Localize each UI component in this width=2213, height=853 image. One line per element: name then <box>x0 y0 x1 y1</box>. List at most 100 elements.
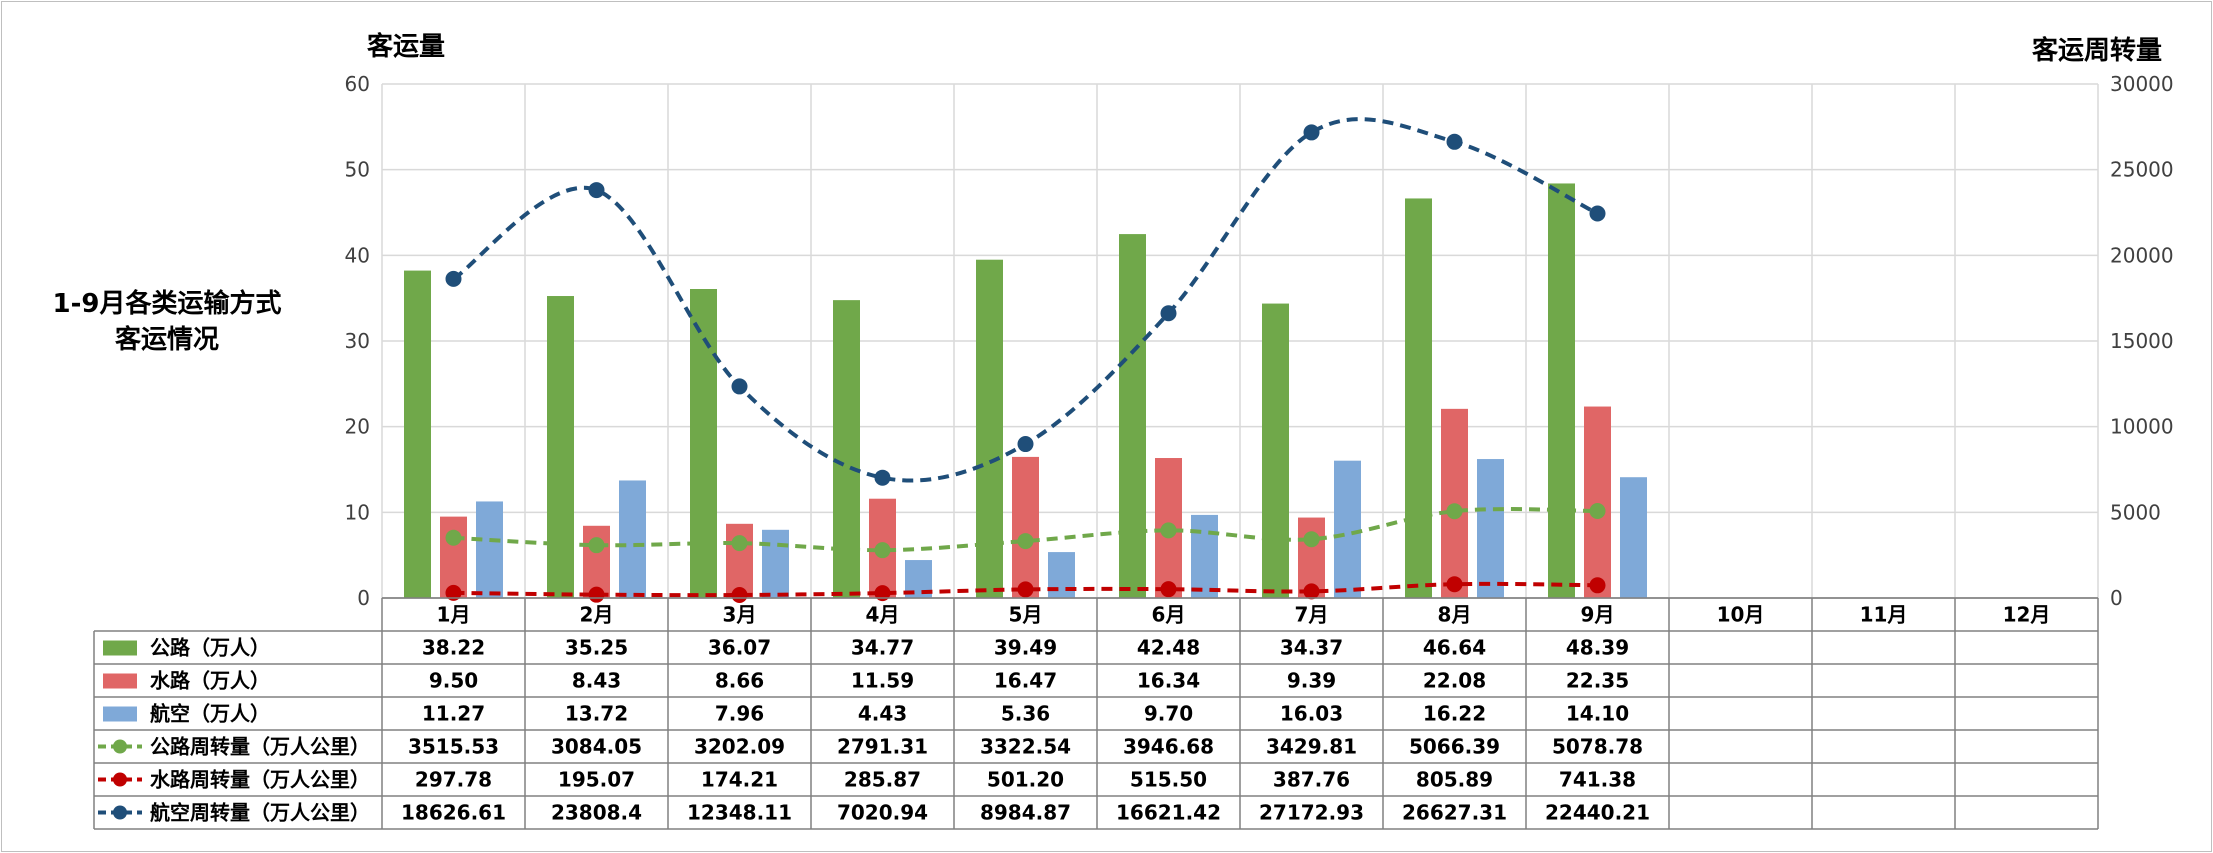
data-label: 5066.39 <box>1409 735 1500 759</box>
legend-label: 航空（万人） <box>150 702 270 726</box>
legend-marker <box>113 805 127 820</box>
data-label: 297.78 <box>415 768 492 792</box>
line-marker <box>588 182 605 199</box>
data-label: 285.87 <box>844 768 921 792</box>
line-marker <box>1589 205 1606 222</box>
data-label: 27172.93 <box>1259 801 1364 825</box>
bar <box>1334 460 1361 598</box>
x-tick-label: 6月 <box>1152 603 1186 627</box>
data-label: 8984.87 <box>980 801 1071 825</box>
data-label: 16.03 <box>1280 702 1343 726</box>
data-label: 13.72 <box>565 702 628 726</box>
data-label: 5078.78 <box>1552 735 1643 759</box>
line-marker <box>1303 124 1320 141</box>
data-label: 11.27 <box>422 702 485 726</box>
data-label: 4.43 <box>858 702 907 726</box>
line-marker <box>874 469 891 486</box>
data-label: 22.35 <box>1566 669 1629 693</box>
data-label: 9.50 <box>429 669 478 693</box>
line-marker <box>1446 133 1463 150</box>
bar <box>619 480 646 598</box>
y2-tick-label: 10000 <box>2110 415 2174 439</box>
data-label: 16621.42 <box>1116 801 1221 825</box>
data-label: 3946.68 <box>1123 735 1214 759</box>
x-tick-label: 4月 <box>866 603 900 627</box>
data-label: 8.43 <box>572 669 621 693</box>
data-label: 38.22 <box>422 636 485 660</box>
legend-swatch <box>103 673 137 689</box>
side-title-line-1: 1-9月各类运输方式 <box>53 288 282 319</box>
data-label: 7.96 <box>715 702 764 726</box>
y2-tick-label: 30000 <box>2110 72 2174 96</box>
line-marker <box>1017 581 1034 598</box>
bar <box>1620 477 1647 598</box>
y-tick-label: 20 <box>345 415 370 439</box>
x-tick-label: 2月 <box>580 603 614 627</box>
line-marker <box>1017 436 1034 453</box>
line-marker <box>588 537 605 554</box>
legend-swatch <box>103 640 137 656</box>
bar <box>547 296 574 598</box>
y-tick-label: 30 <box>345 329 370 353</box>
line-marker <box>1446 576 1463 593</box>
line-marker <box>1017 533 1034 550</box>
x-tick-label: 9月 <box>1581 603 1615 627</box>
bar <box>726 523 753 598</box>
bar <box>1548 183 1575 599</box>
data-label: 9.39 <box>1287 669 1336 693</box>
y-tick-label: 50 <box>345 158 370 182</box>
side-title-line-2: 客运情况 <box>115 324 219 355</box>
data-label: 7020.94 <box>837 801 928 825</box>
bar <box>1405 198 1432 598</box>
legend-marker <box>113 772 127 787</box>
bar <box>1119 234 1146 598</box>
data-label: 805.89 <box>1416 768 1493 792</box>
series-line <box>453 581 1598 598</box>
line-marker <box>1589 502 1606 519</box>
bar <box>976 259 1003 598</box>
data-label: 34.77 <box>851 636 914 660</box>
legend-marker <box>113 739 127 754</box>
data-label: 9.70 <box>1144 702 1193 726</box>
bar <box>1012 456 1039 598</box>
y2-tick-label: 20000 <box>2110 243 2174 267</box>
data-label: 3084.05 <box>551 735 642 759</box>
data-label: 501.20 <box>987 768 1064 792</box>
bar <box>833 300 860 598</box>
data-label: 39.49 <box>994 636 1057 660</box>
series-line <box>453 507 1598 553</box>
line-marker <box>731 587 748 604</box>
data-label: 46.64 <box>1423 636 1486 660</box>
right-axis-title: 客运周转量 <box>2032 35 2162 66</box>
bar <box>404 270 431 598</box>
data-label: 42.48 <box>1137 636 1200 660</box>
data-label: 16.34 <box>1137 669 1200 693</box>
line-marker <box>1303 583 1320 600</box>
x-tick-label: 8月 <box>1438 603 1472 627</box>
line-marker <box>874 542 891 559</box>
legend-label: 公路周转量（万人公里） <box>150 735 370 759</box>
bar <box>1191 514 1218 598</box>
line-marker <box>588 586 605 603</box>
x-tick-label: 10月 <box>1717 603 1765 627</box>
y-tick-label: 0 <box>357 586 370 610</box>
line-marker <box>445 270 462 287</box>
y2-tick-label: 0 <box>2110 586 2123 610</box>
bar <box>762 529 789 598</box>
line-marker <box>1446 503 1463 520</box>
data-label: 3322.54 <box>980 735 1071 759</box>
legend-label: 公路（万人） <box>150 636 270 660</box>
data-label: 26627.31 <box>1402 801 1507 825</box>
y-tick-label: 10 <box>345 500 370 524</box>
x-tick-label: 5月 <box>1009 603 1043 627</box>
data-label: 18626.61 <box>401 801 506 825</box>
bar-series <box>404 183 1647 599</box>
data-label: 22.08 <box>1423 669 1486 693</box>
line-marker <box>731 378 748 395</box>
x-tick-label: 1月 <box>437 603 471 627</box>
legend-label: 水路周转量（万人公里） <box>150 768 370 792</box>
data-label: 16.47 <box>994 669 1057 693</box>
y2-tick-label: 15000 <box>2110 329 2174 353</box>
bar <box>690 289 717 598</box>
line-marker <box>1160 581 1177 598</box>
